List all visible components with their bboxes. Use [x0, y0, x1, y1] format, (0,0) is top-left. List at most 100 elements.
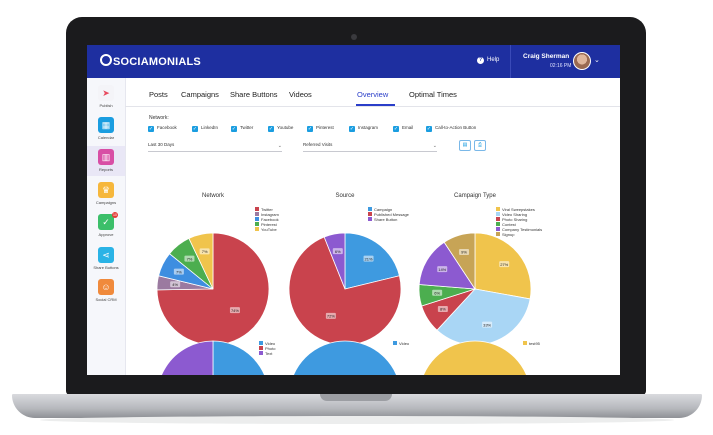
sidebar-item-calendar[interactable]: ▦ Calendar [87, 114, 125, 144]
data-label: 4% [172, 282, 178, 287]
legend-entry[interactable]: Video Sharing [496, 212, 542, 217]
legend-label: Pinterest [261, 222, 277, 227]
chart-legend: test95 [523, 341, 540, 346]
metric-select[interactable]: Referred Visits ⌄ [303, 142, 437, 152]
sidebar-item-label: Campaigns [95, 200, 117, 205]
data-label: 7% [202, 249, 208, 254]
logo-ring-icon [100, 54, 112, 66]
pie-slice-published-message[interactable] [288, 236, 402, 346]
sidebar-item-publish[interactable]: ➤ Publish [87, 82, 125, 112]
network-checkbox-pinterest[interactable]: ✓ Pinterest [307, 125, 334, 133]
export-csv-button[interactable]: ▤ [459, 140, 471, 151]
network-checkbox-linkedin[interactable]: ✓ LinkedIn [192, 125, 218, 133]
legend-entry[interactable]: Viral Sweepstakes [496, 207, 542, 212]
legend-label: Signup [502, 232, 515, 237]
checkbox-label: Call-to-Action Button [435, 125, 477, 130]
sidebar-item-campaigns[interactable]: ♛ Campaigns [87, 179, 125, 209]
legend-entry[interactable]: test95 [523, 341, 540, 346]
legend-entry[interactable]: Contest [496, 222, 542, 227]
legend-entry[interactable]: Published Message [368, 212, 409, 217]
pie-slice-twitter[interactable] [156, 232, 270, 346]
legend-entry[interactable]: Photo Sharing [496, 217, 542, 222]
legend-entry[interactable]: Signup [496, 232, 542, 237]
help-label: Help [487, 57, 500, 63]
chevron-down-icon[interactable]: ⌄ [594, 57, 600, 64]
network-checkbox-youtube[interactable]: ✓ Youtube [268, 125, 293, 133]
legend-swatch [368, 207, 372, 211]
data-label-bg [332, 248, 343, 255]
legend-swatch [368, 217, 372, 221]
checkbox-label: Youtube [277, 125, 294, 130]
legend-label: Published Message [374, 212, 409, 217]
legend-entry[interactable]: Video [259, 341, 275, 346]
pie-slice-signup[interactable] [443, 232, 476, 291]
legend-entry[interactable]: Share Button [368, 217, 409, 222]
tab-overview[interactable]: Overview [357, 90, 389, 99]
pie-slice-text[interactable] [157, 340, 214, 375]
legend-entry[interactable]: Photo [259, 346, 275, 351]
network-filter-label: Network: [149, 115, 169, 121]
legend-entry[interactable]: Campaign [368, 207, 409, 212]
help-link[interactable]: ? Help [477, 57, 499, 64]
webcam-icon [351, 34, 357, 40]
sidebar: ➤ Publish ▦ Calendar ▥ Reports ♛ Campaigns ✓ 10 Ap… [87, 78, 126, 375]
pie-slice-company-testimonials[interactable] [418, 241, 476, 290]
notification-badge: 10 [112, 212, 118, 218]
document-icon: ▤ [462, 142, 468, 148]
app-screen: SOCIAMONIALS ? Help Craig Sherman 02:16 P… [87, 45, 620, 375]
tab-campaigns[interactable]: Campaigns [181, 90, 219, 99]
legend-entry[interactable]: YouTube [255, 227, 279, 232]
legend-swatch [496, 207, 500, 211]
network-checkbox-instagram[interactable]: ✓ Instagram [349, 125, 378, 133]
avatar[interactable] [573, 52, 591, 70]
data-label: 9% [461, 250, 467, 255]
legend-entry[interactable]: Company Testimonials [496, 227, 542, 232]
network-checkbox-facebook[interactable]: ✓ Facebook [148, 125, 177, 133]
sidebar-item-label: Reports [98, 167, 113, 172]
legend-entry[interactable]: Video [393, 341, 409, 346]
legend-label: Text [265, 351, 273, 356]
print-button[interactable]: ⎙ [474, 140, 486, 151]
legend-entry[interactable]: Text [259, 351, 275, 356]
sidebar-item-social-crm[interactable]: ☺ Social CRM [87, 276, 125, 306]
checkbox-checked-icon: ✓ [148, 126, 154, 132]
legend-label: Viral Sweepstakes [502, 207, 535, 212]
sidebar-item-reports[interactable]: ▥ Reports [87, 146, 125, 176]
network-checkbox-twitter[interactable]: ✓ Twitter [231, 125, 253, 133]
legend-entry[interactable]: Facebook [255, 217, 279, 222]
chart-legend: Video [393, 341, 409, 346]
checkbox-label: Email [402, 125, 414, 130]
network-checkbox-call-to-action-button[interactable]: ✓ Call-to-Action Button [426, 125, 476, 133]
pie-slice-test95[interactable] [419, 340, 531, 375]
pie-slice-video[interactable] [289, 340, 401, 375]
data-label-bg [184, 255, 195, 262]
charts-canvas: 74% 4% 7% 7% 7% 21% 72% 6% 27% 33% 8% 6% 14% 9% [156, 232, 532, 375]
tab-videos[interactable]: Videos [289, 90, 312, 99]
user-name[interactable]: Craig Sherman [523, 53, 570, 60]
checkbox-label: Facebook [157, 125, 177, 130]
legend-entry[interactable]: Twitter [255, 207, 279, 212]
print-icon: ⎙ [477, 142, 482, 148]
legend-label: Photo Sharing [502, 217, 528, 222]
date-range-select[interactable]: Last 30 Days ⌄ [148, 142, 282, 152]
legend-swatch [496, 227, 500, 231]
pie-slice-youtube[interactable] [188, 232, 214, 290]
network-checkbox-email[interactable]: ✓ Email [393, 125, 413, 133]
legend-entry[interactable]: Instagram [255, 212, 279, 217]
checkbox-label: Instagram [358, 125, 379, 130]
help-icon: ? [477, 57, 484, 64]
sidebar-item-share-buttons[interactable]: ⋖ Share Buttons [87, 244, 125, 274]
sidebar-item-approve[interactable]: ✓ 10 Approve [87, 211, 125, 241]
crm-icon: ☺ [98, 279, 114, 295]
data-label-bg [437, 266, 448, 273]
legend-label: Instagram [261, 212, 279, 217]
pie-slice-video-sharing[interactable] [436, 288, 531, 346]
checkbox-checked-icon: ✓ [349, 126, 355, 132]
legend-entry[interactable]: Pinterest [255, 222, 279, 227]
pie-slice-share-button[interactable] [323, 232, 346, 290]
tab-share-buttons[interactable]: Share Buttons [230, 90, 278, 99]
tab-posts[interactable]: Posts [149, 90, 168, 99]
tab-optimal-times[interactable]: Optimal Times [409, 90, 457, 99]
app-logo[interactable]: SOCIAMONIALS [100, 54, 201, 68]
pie-slice-video[interactable] [212, 340, 269, 375]
